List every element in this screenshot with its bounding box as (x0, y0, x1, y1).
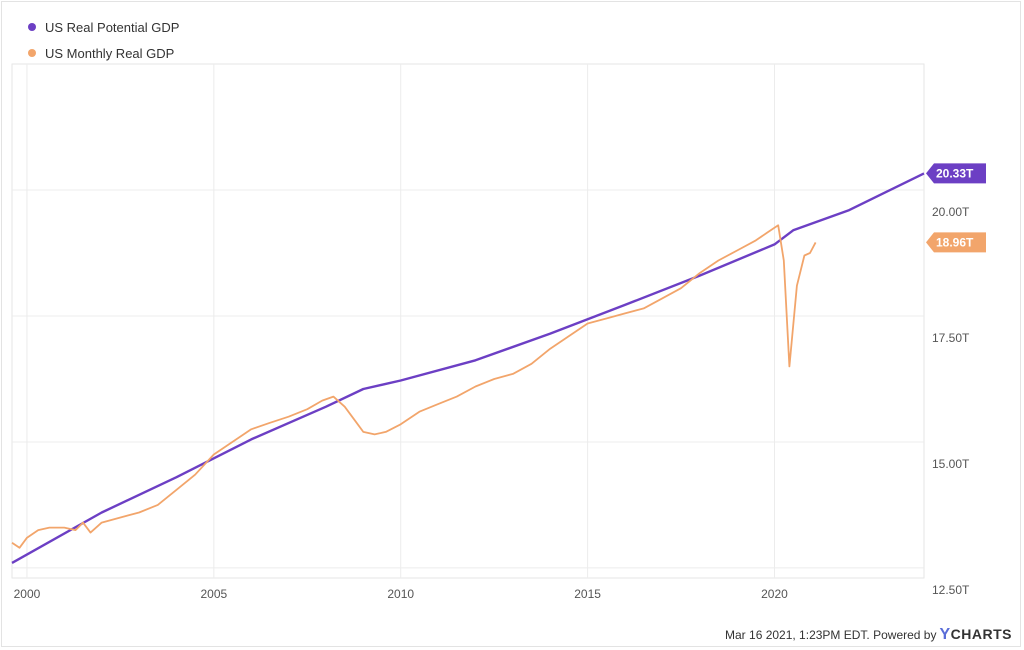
legend-label: US Real Potential GDP (45, 19, 180, 35)
y-tick-label: 20.00T (932, 205, 970, 219)
series-line-potential-gdp (11, 172, 925, 564)
timestamp: Mar 16 2021, 1:23PM EDT. (725, 628, 870, 642)
plot-area (11, 63, 925, 579)
legend-item-monthly-gdp[interactable]: US Monthly Real GDP (28, 40, 179, 66)
x-tick-label: 2010 (387, 587, 414, 601)
value-tag-label: 20.33T (936, 166, 974, 180)
value-tag-monthly-gdp (926, 232, 986, 253)
x-tick-label: 2000 (14, 587, 41, 601)
powered-by-label: Powered by (873, 628, 937, 642)
series-line-monthly-gdp (11, 224, 817, 549)
y-tick-label: 15.00T (932, 457, 970, 471)
x-tick-label: 2015 (574, 587, 601, 601)
value-tag-potential-gdp (926, 163, 986, 184)
legend-label: US Monthly Real GDP (45, 45, 175, 61)
legend-dot-icon (28, 49, 36, 57)
legend-item-potential-gdp[interactable]: US Real Potential GDP (28, 14, 179, 40)
ycharts-logo[interactable]: YCHARTS (939, 626, 1012, 643)
legend-dot-icon (28, 23, 36, 31)
x-tick-label: 2005 (200, 587, 227, 601)
chart-footer: Mar 16 2021, 1:23PM EDT. Powered by YCHA… (725, 626, 1012, 644)
value-tag-label: 18.96T (936, 235, 974, 249)
x-tick-label: 2020 (761, 587, 788, 601)
chart-legend: US Real Potential GDP US Monthly Real GD… (28, 14, 179, 66)
y-tick-label: 12.50T (932, 583, 970, 597)
y-tick-label: 17.50T (932, 331, 970, 345)
